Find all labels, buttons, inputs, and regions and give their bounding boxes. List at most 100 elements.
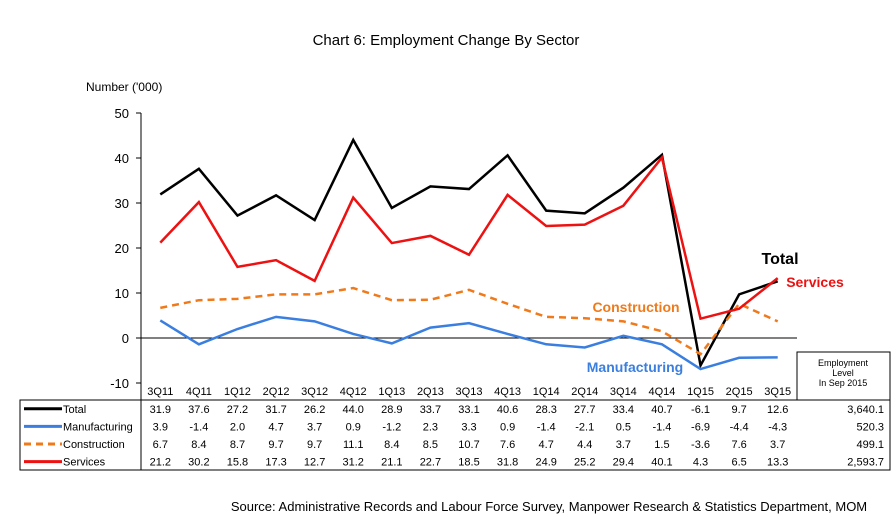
x-tick-label: 3Q14 [610, 386, 637, 398]
data-value: 17.3 [265, 457, 286, 469]
data-value: 40.6 [497, 404, 518, 416]
data-value: 31.7 [265, 404, 286, 416]
y-tick-label: 10 [115, 286, 129, 301]
data-value: -1.2 [382, 421, 401, 433]
series-line-services [159, 154, 779, 321]
x-tick-label: 3Q13 [456, 386, 483, 398]
employment-level-value: 3,640.1 [847, 404, 884, 416]
table-border [19, 399, 891, 471]
x-tick-label: 4Q14 [648, 386, 675, 398]
x-tick-label: 2Q14 [571, 386, 598, 398]
data-value: 44.0 [343, 404, 364, 416]
data-value: 9.7 [268, 439, 283, 451]
data-value: -6.1 [691, 404, 710, 416]
series-label-manufacturing: Manufacturing [587, 359, 683, 375]
data-value: 8.4 [191, 439, 206, 451]
data-value: -1.4 [652, 421, 671, 433]
x-tick-label: 1Q15 [687, 386, 714, 398]
data-value: -3.6 [691, 439, 710, 451]
series-line-manufacturing [159, 315, 778, 371]
data-value: 15.8 [227, 457, 248, 469]
level-header-text: Level [832, 368, 854, 378]
data-value: 31.8 [497, 457, 518, 469]
data-value: 21.1 [381, 457, 402, 469]
data-value: -4.3 [768, 421, 787, 433]
series-label-services: Services [786, 274, 844, 290]
series-line-total [159, 137, 779, 370]
x-tick-label: 3Q12 [301, 386, 328, 398]
data-value: 4.4 [577, 439, 592, 451]
data-value: 12.6 [767, 404, 788, 416]
data-value: -4.4 [730, 421, 749, 433]
data-value: 4.7 [539, 439, 554, 451]
level-header-text: Employment [818, 358, 869, 368]
data-value: 8.7 [230, 439, 245, 451]
legend-label: Services [63, 457, 106, 469]
y-tick-label: 20 [115, 241, 129, 256]
data-value: 21.2 [150, 457, 171, 469]
data-value: 40.1 [651, 457, 672, 469]
data-value: 24.9 [535, 457, 556, 469]
data-value: 22.7 [420, 457, 441, 469]
data-value: 9.7 [731, 404, 746, 416]
data-value: 29.4 [613, 457, 634, 469]
data-value: 33.7 [420, 404, 441, 416]
data-value: 31.2 [343, 457, 364, 469]
y-tick-label: 40 [115, 151, 129, 166]
series-line-construction [160, 286, 779, 356]
data-value: 11.1 [343, 439, 364, 451]
data-value: 8.4 [384, 439, 399, 451]
data-value: 2.0 [230, 421, 245, 433]
series-label-total: Total [761, 251, 798, 268]
data-value: 28.9 [381, 404, 402, 416]
data-value: 7.6 [500, 439, 515, 451]
x-tick-label: 4Q12 [340, 386, 367, 398]
y-tick-label: 30 [115, 196, 129, 211]
y-tick-label: 50 [115, 106, 129, 121]
data-value: 6.5 [731, 457, 746, 469]
data-value: 18.5 [458, 457, 479, 469]
y-tick-label: -10 [110, 376, 129, 391]
data-value: 0.5 [616, 421, 631, 433]
data-value: 31.9 [150, 404, 171, 416]
employment-level-value: 520.3 [856, 421, 884, 433]
data-value: 3.7 [307, 421, 322, 433]
x-tick-label: 4Q11 [186, 386, 212, 398]
x-tick-label: 2Q15 [726, 386, 753, 398]
data-value: 3.7 [616, 439, 631, 451]
data-value: -2.1 [575, 421, 594, 433]
data-value: 8.5 [423, 439, 438, 451]
y-tick-label: 0 [122, 331, 129, 346]
data-value: 33.4 [613, 404, 634, 416]
data-value: -1.4 [189, 421, 208, 433]
data-value: 13.3 [767, 457, 788, 469]
data-value: 9.7 [307, 439, 322, 451]
legend-label: Construction [63, 439, 125, 451]
data-value: 1.5 [654, 439, 669, 451]
x-tick-label: 3Q11 [147, 386, 173, 398]
x-tick-label: 1Q12 [224, 386, 251, 398]
x-tick-label: 2Q13 [417, 386, 444, 398]
employment-level-value: 499.1 [856, 439, 884, 451]
level-header-box [796, 351, 891, 401]
data-value: 12.7 [304, 457, 325, 469]
data-value: 0.9 [346, 421, 361, 433]
source-note: Source: Administrative Records and Labou… [231, 499, 867, 514]
x-tick-label: 2Q12 [263, 386, 290, 398]
data-value: 3.9 [153, 421, 168, 433]
legend-label: Total [63, 404, 86, 416]
y-axis-label: Number ('000) [86, 80, 162, 94]
data-value: 25.2 [574, 457, 595, 469]
data-value: 37.6 [188, 404, 209, 416]
data-value: 27.7 [574, 404, 595, 416]
data-value: -6.9 [691, 421, 710, 433]
data-value: -1.4 [537, 421, 556, 433]
data-value: 30.2 [188, 457, 209, 469]
level-header-text: In Sep 2015 [819, 378, 868, 388]
data-value: 28.3 [535, 404, 556, 416]
data-value: 7.6 [731, 439, 746, 451]
data-value: 10.7 [458, 439, 479, 451]
x-tick-label: 3Q15 [764, 386, 791, 398]
x-tick-label: 4Q13 [494, 386, 521, 398]
